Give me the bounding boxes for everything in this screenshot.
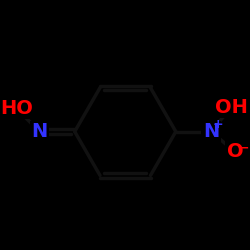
Text: O: O (227, 142, 244, 162)
Text: HO: HO (0, 99, 33, 118)
Text: +: + (213, 118, 224, 130)
Text: N: N (203, 122, 219, 141)
Text: N: N (32, 122, 48, 141)
Text: −: − (239, 141, 249, 154)
Text: OH: OH (215, 98, 248, 117)
